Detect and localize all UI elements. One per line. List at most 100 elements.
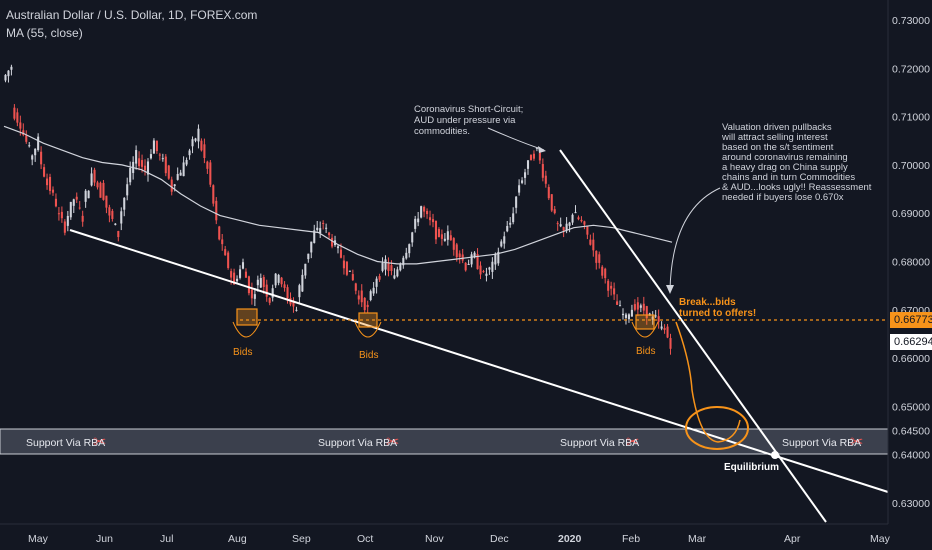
y-tick-label: 0.66000 bbox=[892, 353, 930, 365]
candle-body bbox=[621, 313, 625, 316]
zone-label-2: Support Via RBA bbox=[318, 437, 397, 449]
candle-body bbox=[411, 232, 414, 243]
candle-body bbox=[657, 316, 660, 322]
candle-body bbox=[209, 162, 212, 185]
candle-body bbox=[616, 301, 619, 305]
x-tick-label: Feb bbox=[622, 533, 640, 545]
candle-body bbox=[613, 288, 616, 295]
candle-body bbox=[280, 277, 283, 285]
candle-body bbox=[363, 297, 366, 311]
candle-body bbox=[141, 160, 144, 167]
candle-body bbox=[345, 261, 348, 275]
candle-body bbox=[642, 303, 645, 311]
candle-body bbox=[7, 70, 10, 77]
candle-body bbox=[304, 263, 307, 276]
candle-body bbox=[485, 273, 488, 276]
x-tick-label: Nov bbox=[425, 533, 444, 545]
valuation-arrowhead bbox=[666, 285, 674, 294]
x-tick-label: Apr bbox=[784, 533, 801, 545]
candle-body bbox=[72, 199, 75, 206]
x-tick-label: Jun bbox=[96, 533, 113, 545]
candle-body bbox=[117, 231, 120, 238]
candle-body bbox=[630, 309, 633, 317]
candle-body bbox=[589, 239, 592, 245]
bid-arc-3 bbox=[631, 321, 659, 338]
candle-body bbox=[473, 252, 476, 258]
candle-body bbox=[123, 197, 126, 210]
candle-body bbox=[274, 273, 277, 286]
candle-body bbox=[155, 140, 158, 152]
candle-body bbox=[414, 218, 417, 229]
candle-body bbox=[34, 148, 37, 156]
candle-body bbox=[28, 145, 31, 147]
y-tick-label: 0.71000 bbox=[892, 112, 930, 124]
candle-body bbox=[31, 155, 34, 160]
candle-body bbox=[535, 147, 538, 149]
candle-body bbox=[565, 223, 568, 231]
candle-body bbox=[550, 194, 553, 211]
scissors-icon: ✂ bbox=[626, 434, 639, 451]
candle-body bbox=[666, 326, 669, 338]
candle-body bbox=[497, 251, 500, 264]
candle-body bbox=[206, 161, 209, 169]
candle-body bbox=[43, 167, 46, 177]
candle-body bbox=[238, 269, 242, 278]
candle-body bbox=[408, 244, 411, 254]
candle-body bbox=[387, 263, 390, 271]
candle-body bbox=[316, 227, 319, 230]
candle-body bbox=[645, 306, 648, 319]
candle-body bbox=[624, 314, 628, 318]
candle-body bbox=[461, 254, 464, 261]
candle-body bbox=[322, 222, 325, 224]
candle-body bbox=[372, 287, 375, 294]
y-tick-label: 0.64000 bbox=[892, 450, 930, 462]
projection-curve bbox=[675, 321, 741, 443]
candle-body bbox=[301, 274, 304, 292]
candle-body bbox=[277, 274, 280, 283]
candle-body bbox=[583, 221, 586, 225]
candle-body bbox=[574, 212, 577, 214]
candle-body bbox=[241, 262, 245, 269]
candle-body bbox=[87, 190, 90, 199]
candle-body bbox=[13, 107, 16, 119]
candle-body bbox=[60, 211, 63, 219]
candle-body bbox=[396, 269, 399, 277]
candle-body bbox=[218, 226, 221, 240]
candle-body bbox=[417, 218, 420, 223]
candle-body bbox=[268, 298, 271, 303]
candle-body bbox=[339, 249, 343, 258]
candle-body bbox=[221, 239, 224, 245]
candle-body bbox=[660, 326, 663, 329]
candle-body bbox=[236, 278, 239, 282]
candle-body bbox=[63, 221, 66, 233]
candle-body bbox=[84, 190, 87, 202]
x-tick-label: 2020 bbox=[558, 533, 582, 545]
candle-body bbox=[96, 182, 99, 188]
candle-body bbox=[455, 244, 458, 258]
candle-body bbox=[636, 302, 639, 310]
annotation-equilibrium: Equilibrium bbox=[724, 462, 779, 473]
candle-body bbox=[224, 249, 227, 256]
candle-body bbox=[215, 200, 218, 221]
candle-body bbox=[428, 217, 432, 221]
candle-body bbox=[351, 274, 354, 281]
candle-body bbox=[476, 254, 479, 270]
zone-label-1: Support Via RBA bbox=[26, 437, 105, 449]
candle-body bbox=[639, 305, 642, 308]
scissors-icon: ✂ bbox=[386, 434, 399, 451]
candle-body bbox=[319, 228, 322, 234]
candle-body bbox=[75, 196, 78, 200]
candle-body bbox=[604, 268, 607, 279]
candle-body bbox=[354, 283, 357, 291]
candle-body bbox=[161, 158, 164, 160]
candle-body bbox=[607, 280, 610, 291]
candle-body bbox=[500, 241, 503, 247]
zone-label-4: Support Via RBA bbox=[782, 437, 861, 449]
candle-body bbox=[559, 224, 562, 227]
candle-body bbox=[586, 225, 589, 235]
candle-body bbox=[328, 232, 331, 236]
candle-body bbox=[22, 130, 25, 135]
y-tick-label: 0.68000 bbox=[892, 257, 930, 269]
candle-body bbox=[126, 184, 129, 196]
